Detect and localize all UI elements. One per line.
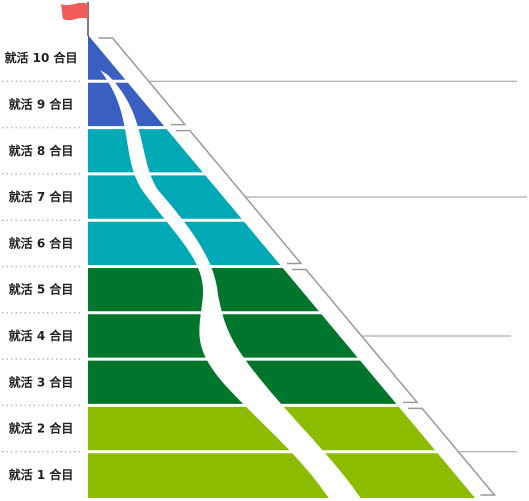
summit-flag-icon [61,2,89,36]
stage-band-5 [88,266,475,313]
mountain-trail [100,70,362,498]
stage-band-3 [88,359,475,406]
stage-band-8 [88,127,475,174]
stage-label-3: 就活 3 合目 [9,374,74,389]
stage-group-brackets [98,37,527,496]
stage-label-6: 就活 6 合目 [9,235,74,250]
stage-band-10 [88,35,475,82]
stage-label-2: 就活 2 合目 [9,421,74,436]
stage-label-8: 就活 8 合目 [9,143,74,158]
stage-band-9 [88,81,475,128]
stage-label-9: 就活 9 合目 [9,96,74,111]
stage-label-4: 就活 4 合目 [9,328,74,343]
stage-label-5: 就活 5 合目 [9,282,74,297]
stage-band-1 [88,451,475,498]
stage-label-10: 就活 10 合目 [4,50,77,65]
stage-label-1: 就活 1 合目 [9,467,74,482]
stage-label-7: 就活 7 合目 [9,189,74,204]
